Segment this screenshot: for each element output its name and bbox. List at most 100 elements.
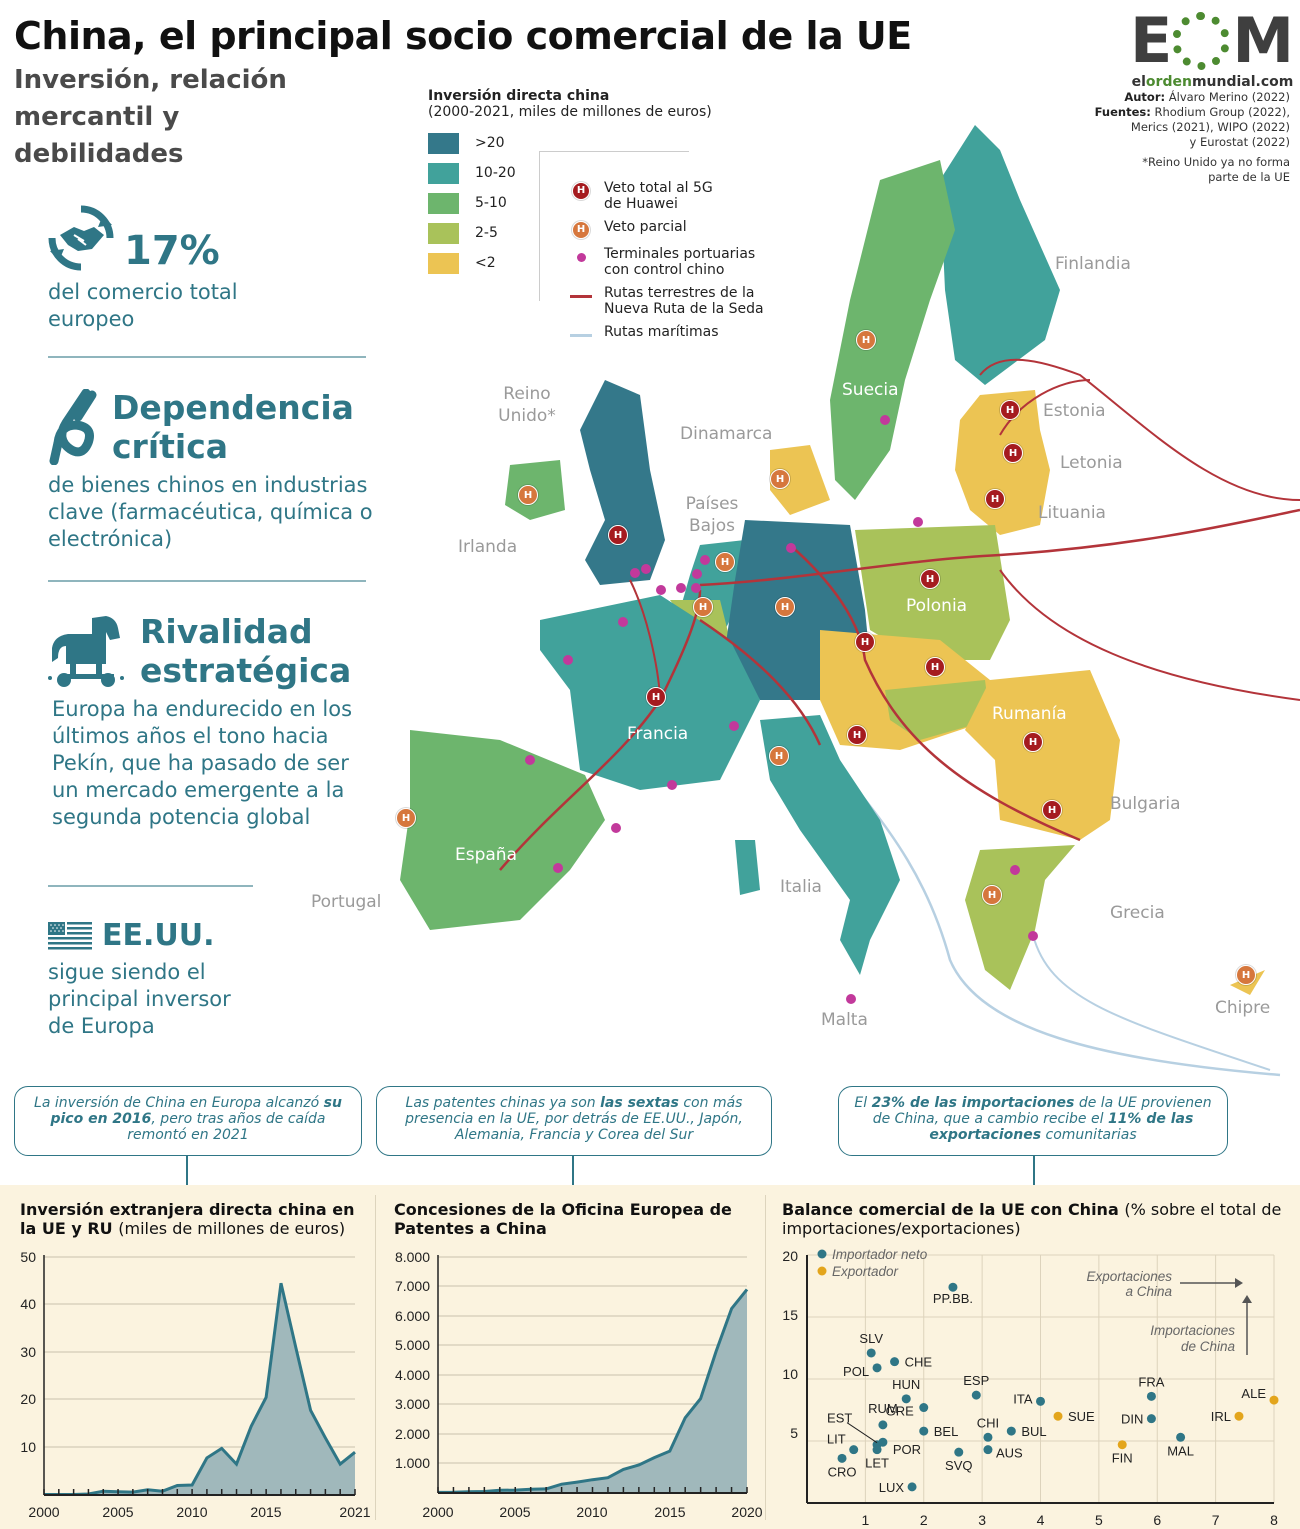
label-reino-unido: Reino Unido* [498,384,556,426]
swatch [428,162,459,184]
scatter-point [866,1348,876,1358]
scatter-point [919,1403,929,1413]
country-hungria[interactable] [885,680,990,740]
us-flag-icon [48,921,92,949]
scatter-point [919,1426,929,1436]
label-dinamarca: Dinamarca [680,424,773,444]
knot-icon [49,389,97,465]
svg-text:2000: 2000 [28,1504,59,1520]
label-lituania: Lituania [1038,503,1106,523]
scatter-point [1146,1391,1156,1401]
svg-text:5: 5 [1095,1512,1103,1528]
scatter-label: SVQ [945,1458,972,1473]
scatter-point [872,1445,882,1455]
label-suecia: Suecia [842,380,899,400]
legend-bin: >20 [428,128,712,158]
svg-text:50: 50 [20,1249,36,1265]
svg-text:2020: 2020 [731,1504,762,1520]
kpi-headline: estratégica [140,651,352,690]
svg-text:6: 6 [1153,1512,1161,1528]
svg-text:1: 1 [861,1512,869,1528]
huawei-total-veto-icon: H [608,525,628,545]
legend-bin: <2 [428,248,712,278]
scatter-label: EST [827,1411,852,1426]
swatch [428,192,459,214]
land-route [979,358,1300,501]
label-grecia: Grecia [1110,903,1165,923]
svg-text:2: 2 [920,1512,928,1528]
scatter-point [878,1437,888,1447]
svg-text:1.000: 1.000 [395,1455,430,1471]
logo-url: elordenmundial.com [1131,74,1294,90]
svg-text:2015: 2015 [250,1504,281,1520]
label-letonia: Letonia [1060,453,1123,473]
svg-text:Exportaciones: Exportaciones [1086,1269,1172,1284]
scatter-point [878,1420,888,1430]
country-italia[interactable] [760,715,900,975]
svg-text:10: 10 [782,1366,798,1382]
scatter-label: MAL [1167,1443,1194,1458]
scatter-label: POR [893,1442,921,1457]
huawei-total-veto-icon: H [920,569,940,589]
label-bulgaria: Bulgaria [1110,794,1181,814]
svg-text:40: 40 [20,1296,36,1312]
symbol-legend: H Veto total al 5G de Huawei H Veto parcial… [570,180,764,347]
country-baltics[interactable] [955,390,1050,535]
huawei-partial-veto-icon: H [693,597,713,617]
country-grecia[interactable] [965,845,1075,990]
scatter-point [948,1282,958,1292]
scatter-point [1146,1414,1156,1424]
swatch [428,132,459,154]
scatter-point [983,1445,993,1455]
kpi-text: sigue siendo el principal inversor de Eu… [48,960,231,1038]
land-route [999,569,1300,701]
country-cerdena[interactable] [735,840,760,895]
scatter-point [1234,1411,1244,1421]
huawei-partial-veto-icon: H [518,485,538,505]
svg-text:4: 4 [1037,1512,1045,1528]
legend-bracket-top [539,151,689,152]
eom-logo[interactable]: E M elordenmundial.com [1130,4,1295,91]
scatter-point [1269,1395,1279,1405]
country-espana[interactable] [400,730,605,930]
scatter-point [1176,1432,1186,1442]
country-rumania-bulgaria[interactable] [965,670,1120,840]
label-italia: Italia [780,877,822,897]
sea-route [1032,934,1271,1071]
land-route [789,544,1081,842]
country-suecia[interactable] [830,160,955,500]
scatter-point [983,1432,993,1442]
huawei-partial-veto-icon: H [770,469,790,489]
svg-text:de China: de China [1181,1339,1236,1354]
scatter-label: FRA [1138,1374,1164,1389]
logo-letter-m: M [1232,4,1294,77]
label-irlanda: Irlanda [458,537,518,557]
callout-connector [1033,1156,1035,1185]
country-finlandia[interactable] [940,125,1060,385]
label-rumania: Rumanía [992,704,1067,724]
country-reino-unido[interactable] [580,380,665,585]
kpi-text: de bienes chinos en industrias clave (fa… [48,473,373,551]
scatter-point [837,1453,847,1463]
callout-investment: La inversión de China en Europa alcanzó … [14,1086,362,1156]
europe-map [400,125,1300,1077]
legend-exporter-dot [817,1266,827,1276]
country-dinamarca[interactable] [770,445,830,515]
svg-text:7: 7 [1212,1512,1220,1528]
scatter-point [907,1482,917,1492]
huawei-partial-veto-icon: H [982,885,1002,905]
scatter-label: ESP [963,1373,989,1388]
huawei-partial-veto-icon: H [572,221,590,239]
svg-text:6.000: 6.000 [395,1308,430,1324]
svg-text:2015: 2015 [654,1504,685,1520]
country-polonia[interactable] [855,525,1010,660]
huawei-partial-veto-icon: H [775,597,795,617]
callout-connector [572,1156,574,1185]
land-route [999,379,1091,436]
huawei-partial-veto-icon: H [856,330,876,350]
svg-text:2021: 2021 [339,1504,370,1520]
kpi-critical-dependence: Dependencia crítica de bienes chinos en … [48,388,378,553]
land-route [699,618,822,746]
scatter-label: HUN [892,1377,920,1392]
divider [48,356,366,358]
